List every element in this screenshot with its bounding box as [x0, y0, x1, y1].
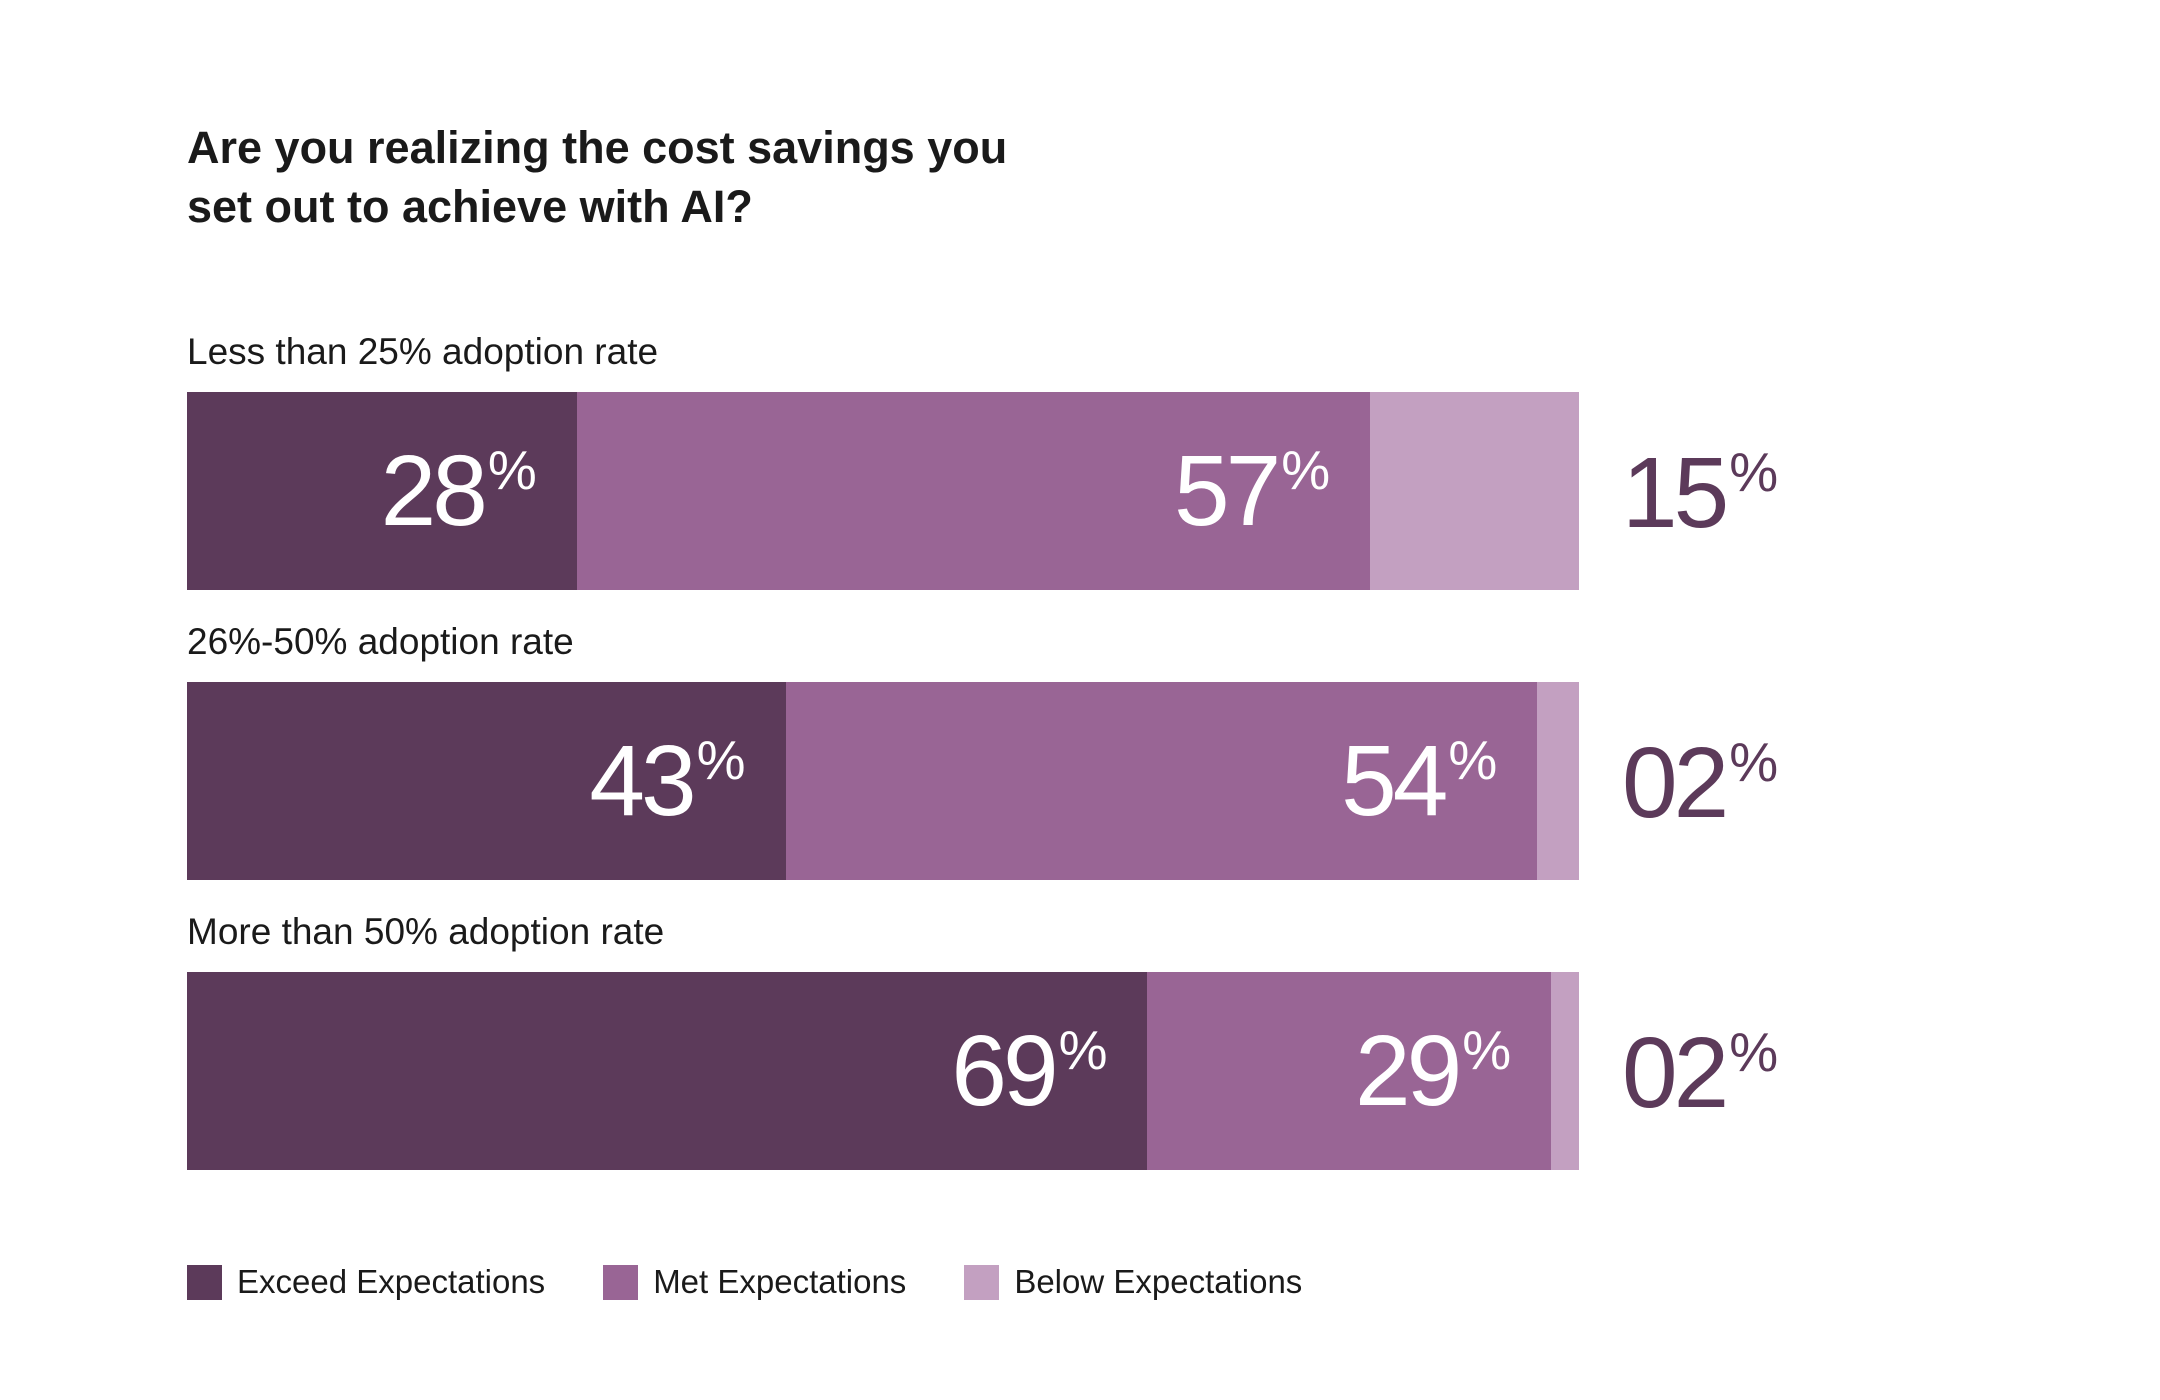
bar-row-1-exceed-expectations-value: 28: [380, 435, 488, 547]
bar-row-3-exceed-expectations-percent-sign: %: [1058, 1019, 1108, 1081]
bar-row-1-exceed-expectations-percent-sign: %: [487, 439, 537, 501]
bar-row-3-below-expectations-percent-sign: %: [1729, 1021, 1779, 1083]
bar-row-1-segment-exceed-expectations: 28%: [187, 392, 577, 590]
bar-row-3-segment-exceed-expectations: 69%: [187, 972, 1148, 1170]
legend-label-met-expectations: Met Expectations: [653, 1263, 907, 1300]
bar-row-3-below-expectations-value: 02: [1622, 1017, 1729, 1129]
chart-title: Are you realizing the cost savings you s…: [187, 118, 1087, 236]
bar-row-2-data-label-below-expectations: 02%: [1622, 733, 1778, 833]
bar-row-1-category-label: Less than 25% adoption rate: [187, 331, 659, 372]
bar-row-2-segment-met-expectations: 54%: [785, 682, 1538, 880]
bar-row-2-met-expectations-percent-sign: %: [1448, 729, 1498, 791]
legend: Exceed Expectations Met Expectations Below…: [187, 1262, 1360, 1302]
bar-row-3: 69% 29%: [187, 972, 1579, 1170]
bar-row-3-data-label-exceed-expectations: 69%: [951, 1021, 1107, 1121]
bar-row-3-segment-below-expectations: [1551, 972, 1579, 1170]
legend-swatch-below-expectations: [964, 1264, 1000, 1300]
bar-row-1-segment-below-expectations: [1370, 392, 1579, 590]
bar-row-1: 28% 57%: [187, 392, 1579, 590]
bar-row-2-segment-exceed-expectations: 43%: [187, 682, 786, 880]
bar-row-1-met-expectations-percent-sign: %: [1281, 439, 1331, 501]
chart-title-line-2: set out to achieve with AI?: [187, 181, 753, 232]
bar-row-1-data-label-met-expectations: 57%: [1174, 441, 1330, 541]
bar-row-3-category-label: More than 50% adoption rate: [187, 911, 665, 952]
bar-row-3-data-label-below-expectations: 02%: [1622, 1023, 1778, 1123]
bar-row-2-below-expectations-value: 02: [1622, 727, 1729, 839]
bar-row-1-below-expectations-percent-sign: %: [1729, 441, 1779, 503]
bar-row-1-data-label-below-expectations: 15%: [1622, 443, 1778, 543]
bar-row-3-data-label-met-expectations: 29%: [1355, 1021, 1511, 1121]
bar-row-2-below-expectations-percent-sign: %: [1729, 731, 1779, 793]
bar-row-2-exceed-expectations-percent-sign: %: [696, 729, 746, 791]
bar-row-2-data-label-met-expectations: 54%: [1341, 731, 1497, 831]
legend-item-below-expectations: Below Expectations: [964, 1262, 1302, 1302]
bar-row-2: 43% 54%: [187, 682, 1579, 880]
chart-title-line-1: Are you realizing the cost savings you: [187, 122, 1008, 173]
bar-row-2-data-label-exceed-expectations: 43%: [589, 731, 745, 831]
bar-row-1-data-label-exceed-expectations: 28%: [381, 441, 537, 541]
legend-swatch-met-expectations: [603, 1264, 639, 1300]
bar-row-3-met-expectations-percent-sign: %: [1462, 1019, 1512, 1081]
bar-row-1-below-expectations-value: 15: [1622, 437, 1729, 549]
legend-swatch-exceed-expectations: [187, 1264, 222, 1300]
bar-row-3-exceed-expectations-value: 69: [951, 1015, 1058, 1127]
legend-label-below-expectations: Below Expectations: [1014, 1263, 1303, 1300]
bar-row-2-exceed-expectations-value: 43: [589, 725, 696, 837]
legend-item-exceed-expectations: Exceed Expectations: [187, 1262, 545, 1302]
bar-row-2-met-expectations-value: 54: [1341, 725, 1448, 837]
bar-row-3-met-expectations-value: 29: [1355, 1015, 1462, 1127]
bar-row-2-segment-below-expectations: [1537, 682, 1579, 880]
bar-row-3-segment-met-expectations: 29%: [1147, 972, 1552, 1170]
bar-row-1-met-expectations-value: 57: [1174, 435, 1281, 547]
legend-label-exceed-expectations: Exceed Expectations: [237, 1263, 546, 1300]
bar-row-1-segment-met-expectations: 57%: [576, 392, 1371, 590]
bar-row-2-category-label: 26%-50% adoption rate: [187, 621, 574, 662]
legend-item-met-expectations: Met Expectations: [603, 1262, 906, 1302]
